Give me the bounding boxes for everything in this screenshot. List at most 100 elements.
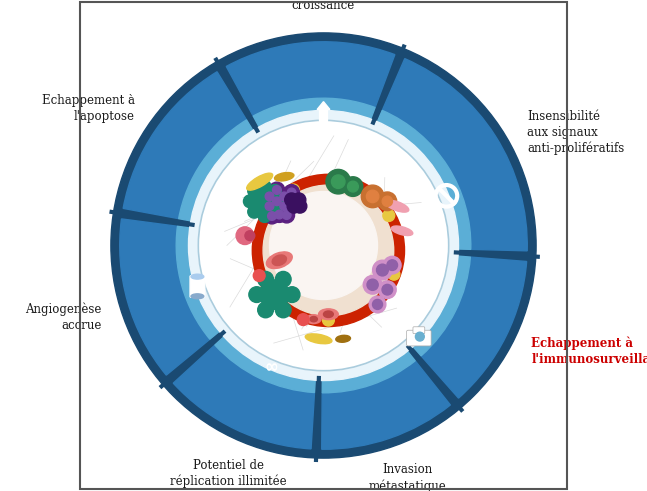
Circle shape [111,33,536,458]
FancyBboxPatch shape [406,330,431,346]
Circle shape [252,174,404,327]
Circle shape [366,190,378,203]
Circle shape [243,195,256,208]
Circle shape [276,189,292,204]
Circle shape [264,208,280,224]
Circle shape [261,198,278,214]
Circle shape [284,185,300,200]
Circle shape [378,192,397,211]
Ellipse shape [391,226,413,236]
Circle shape [383,210,395,221]
Circle shape [258,210,271,222]
Circle shape [387,260,397,271]
Circle shape [198,120,449,371]
Circle shape [322,314,334,326]
Circle shape [331,175,345,189]
Circle shape [382,284,393,295]
Circle shape [279,207,294,223]
FancyBboxPatch shape [413,327,424,334]
Circle shape [245,231,255,241]
Circle shape [269,185,281,197]
Circle shape [249,287,265,302]
Circle shape [248,185,261,197]
Ellipse shape [324,311,333,318]
Wedge shape [413,256,470,356]
Wedge shape [123,72,247,218]
Circle shape [254,270,265,281]
Ellipse shape [306,315,321,324]
Circle shape [415,332,424,341]
Circle shape [276,272,291,287]
Ellipse shape [318,309,338,320]
Wedge shape [382,58,527,251]
Circle shape [265,192,274,201]
Circle shape [361,185,384,208]
Circle shape [268,212,276,220]
Circle shape [270,191,377,300]
Circle shape [272,186,281,194]
Circle shape [284,194,300,210]
Text: Angiogenèse
accrue: Angiogenèse accrue [25,303,102,332]
Ellipse shape [272,255,287,266]
Circle shape [284,287,300,302]
Circle shape [248,205,261,218]
Ellipse shape [336,335,351,342]
Wedge shape [377,110,471,249]
Circle shape [258,272,274,287]
Circle shape [273,195,286,208]
Circle shape [269,182,285,198]
Wedge shape [173,345,314,449]
Circle shape [188,110,459,381]
Circle shape [347,181,358,192]
Ellipse shape [247,173,272,190]
Ellipse shape [267,252,292,269]
Ellipse shape [305,334,332,344]
Wedge shape [215,337,315,392]
Wedge shape [322,351,415,393]
Circle shape [280,202,289,211]
Circle shape [382,196,393,206]
Circle shape [367,279,378,290]
Circle shape [292,193,306,207]
Ellipse shape [191,274,204,279]
Circle shape [288,184,300,196]
Circle shape [258,180,271,193]
Text: ∞: ∞ [265,358,279,377]
Text: Autonomie de
croissance: Autonomie de croissance [282,0,365,12]
Circle shape [377,264,388,276]
Circle shape [287,188,296,197]
Circle shape [363,275,382,294]
Ellipse shape [191,294,204,299]
Wedge shape [176,226,219,339]
Circle shape [276,198,292,214]
FancyArrow shape [317,102,330,125]
Circle shape [263,185,394,316]
Wedge shape [179,120,253,221]
Circle shape [280,192,289,201]
Circle shape [282,211,291,219]
Circle shape [276,302,291,318]
Circle shape [272,197,281,206]
Text: Potentiel de
réplication illimitée: Potentiel de réplication illimitée [170,459,287,488]
Wedge shape [120,219,210,375]
Circle shape [373,260,392,280]
Circle shape [269,205,281,218]
Circle shape [384,256,401,274]
Ellipse shape [386,200,409,212]
Circle shape [285,193,298,207]
Wedge shape [226,42,395,116]
Circle shape [236,227,254,245]
Wedge shape [253,98,375,127]
Circle shape [388,269,400,280]
Circle shape [265,202,274,211]
Ellipse shape [310,317,318,322]
Wedge shape [322,361,450,449]
Ellipse shape [274,172,294,181]
Circle shape [269,193,285,209]
Circle shape [258,302,274,318]
Circle shape [369,296,386,313]
Circle shape [373,300,382,309]
Circle shape [252,189,277,214]
Circle shape [287,198,296,207]
Circle shape [261,189,278,204]
